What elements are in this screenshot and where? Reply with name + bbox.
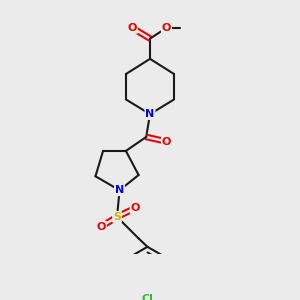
- Text: N: N: [146, 109, 154, 119]
- Text: O: O: [162, 136, 171, 146]
- Text: Cl: Cl: [142, 294, 153, 300]
- Text: O: O: [97, 221, 106, 232]
- Text: O: O: [128, 23, 137, 33]
- Text: N: N: [115, 185, 124, 195]
- Text: S: S: [113, 212, 121, 222]
- Text: O: O: [130, 203, 140, 213]
- Text: O: O: [162, 23, 171, 33]
